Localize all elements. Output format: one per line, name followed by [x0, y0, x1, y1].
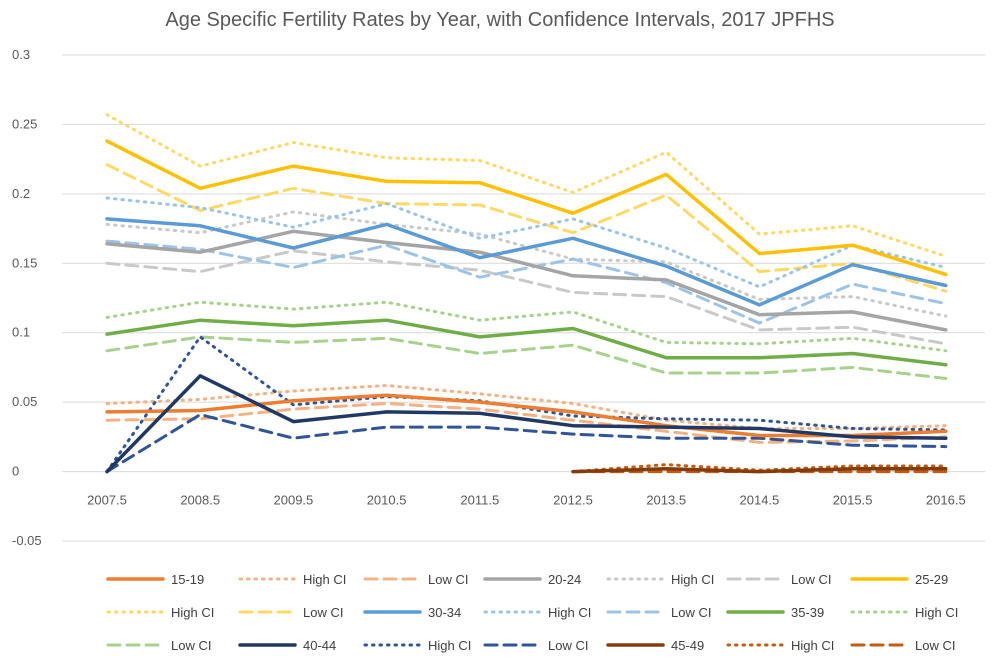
legend-entry: High CI — [106, 605, 214, 620]
x-tick-label: 2014.5 — [740, 493, 780, 508]
legend-label: High CI — [548, 605, 591, 620]
legend-label: Low CI — [915, 638, 955, 653]
plot-series — [105, 113, 948, 474]
legend-entry: 45-49 — [606, 638, 704, 653]
legend-label: 15-19 — [171, 572, 204, 587]
y-axis-tick-labels: -0.05 0 0.05 0.1 0.15 0.2 0.25 0.3 — [12, 47, 42, 548]
legend-label: 20-24 — [548, 572, 581, 587]
legend-entry: Low CI — [363, 572, 468, 587]
legend-entry: 25-29 — [850, 572, 948, 587]
legend-label: 30-34 — [428, 605, 461, 620]
legend-label: High CI — [428, 638, 471, 653]
legend-label: Low CI — [303, 605, 343, 620]
legend-entry: Low CI — [606, 605, 711, 620]
legend-label: 35-39 — [791, 605, 824, 620]
series-line-18 — [571, 467, 948, 474]
x-tick-label: 2009.5 — [274, 493, 314, 508]
legend-label: 45-49 — [671, 638, 704, 653]
x-tick-label: 2008.5 — [180, 493, 220, 508]
series-line-5 — [105, 249, 948, 346]
series-line-12 — [105, 318, 948, 367]
legend-label: High CI — [671, 572, 714, 587]
series-line-9 — [105, 217, 948, 307]
series-line-16 — [105, 335, 948, 474]
legend-label: 40-44 — [303, 638, 336, 653]
legend-entry: High CI — [850, 605, 958, 620]
x-tick-label: 2012.5 — [553, 493, 593, 508]
legend-label: Low CI — [428, 572, 468, 587]
legend-entry: Low CI — [483, 638, 588, 653]
legend-entry: 20-24 — [483, 572, 581, 587]
x-tick-label: 2011.5 — [460, 493, 499, 508]
y-tick-label: 0.1 — [12, 325, 30, 340]
series-line-14 — [105, 335, 948, 380]
y-tick-label: 0.2 — [12, 186, 30, 201]
series-line-4 — [105, 210, 948, 318]
legend-entry: Low CI — [106, 638, 211, 653]
legend-entry: High CI — [726, 638, 834, 653]
series-line-2 — [105, 402, 948, 444]
legend-entry: 15-19 — [106, 572, 204, 587]
y-tick-label: 0.15 — [12, 255, 37, 270]
x-tick-label: 2015.5 — [833, 493, 873, 508]
series-line-0 — [105, 393, 948, 438]
legend-entry: 40-44 — [238, 638, 336, 653]
legend-label: Low CI — [171, 638, 211, 653]
legend-label: High CI — [791, 638, 834, 653]
y-tick-label: 0 — [12, 464, 19, 479]
legend-label: Low CI — [548, 638, 588, 653]
x-tick-label: 2007.5 — [87, 493, 127, 508]
legend-entry: High CI — [363, 638, 471, 653]
legend-entry: High CI — [606, 572, 714, 587]
legend-label: High CI — [915, 605, 958, 620]
series-line-1 — [105, 384, 948, 430]
series-line-15 — [105, 374, 948, 474]
legend-entry: Low CI — [238, 605, 343, 620]
y-tick-label: 0.25 — [12, 116, 37, 131]
y-tick-label: 0.3 — [12, 47, 30, 62]
legend-entry: High CI — [238, 572, 346, 587]
x-tick-label: 2010.5 — [367, 493, 407, 508]
series-line-6 — [105, 139, 948, 277]
legend-entry: 30-34 — [363, 605, 461, 620]
x-tick-label: 2013.5 — [646, 493, 686, 508]
legend-entry: Low CI — [726, 572, 831, 587]
legend-label: High CI — [303, 572, 346, 587]
chart-title: Age Specific Fertility Rates by Year, wi… — [165, 9, 834, 31]
legend-entry: High CI — [483, 605, 591, 620]
legend-label: High CI — [171, 605, 214, 620]
legend-entry: 35-39 — [726, 605, 824, 620]
legend-entry: Low CI — [850, 638, 955, 653]
legend-label: Low CI — [671, 605, 711, 620]
legend-label: 25-29 — [915, 572, 948, 587]
series-line-11 — [105, 239, 948, 325]
series-line-3 — [105, 229, 948, 332]
y-tick-label: 0.05 — [12, 394, 37, 409]
x-tick-label: 2016.5 — [926, 493, 966, 508]
series-line-10 — [105, 196, 948, 289]
legend: 15-19 High CI Low CI 20-24 High CI Low CI 25-2… — [106, 572, 958, 653]
x-axis-tick-labels: 2007.5 2008.5 2009.5 2010.5 2011.5 2012.5 2013… — [87, 493, 966, 508]
legend-label: Low CI — [791, 572, 831, 587]
y-tick-label: -0.05 — [12, 533, 42, 548]
series-line-17 — [105, 413, 948, 474]
series-line-8 — [105, 163, 948, 293]
series-line-13 — [105, 300, 948, 353]
